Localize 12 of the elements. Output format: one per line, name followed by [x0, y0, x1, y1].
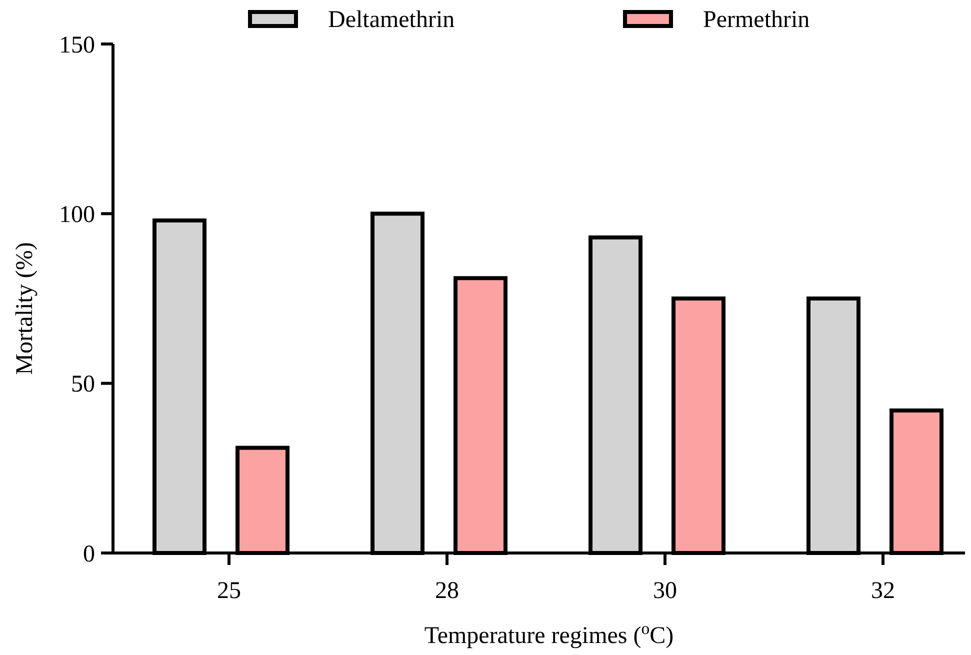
legend-label: Deltamethrin: [328, 7, 455, 33]
y-axis-title: Mortality (%): [12, 242, 38, 375]
x-tick-label: 30: [653, 578, 677, 604]
x-tick-label: 28: [435, 578, 459, 604]
y-tick-label: 150: [59, 32, 95, 58]
x-tick-label: 32: [871, 578, 895, 604]
legend-label: Permethrin: [703, 7, 810, 33]
y-tick-label: 0: [83, 541, 95, 568]
y-tick-label: 100: [59, 202, 95, 228]
x-tick-label: 25: [217, 578, 241, 604]
x-axis-title: Temperature regimes ($^{o}$C): [424, 618, 674, 649]
y-tick-label: 50: [71, 372, 95, 398]
